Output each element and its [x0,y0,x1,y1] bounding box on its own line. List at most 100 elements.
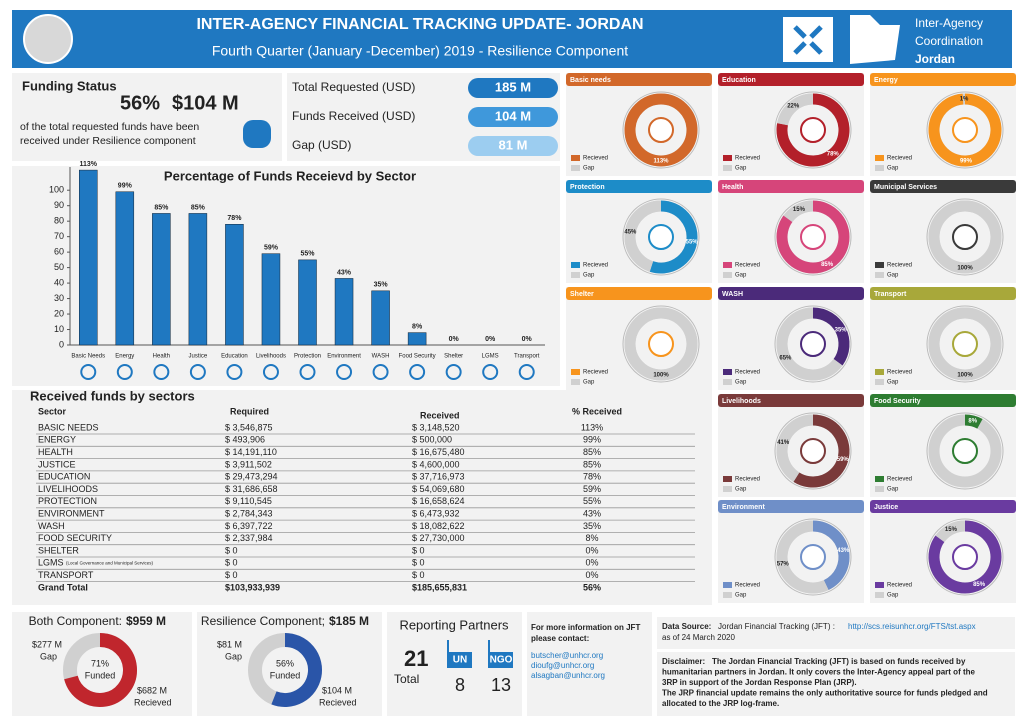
partners-total: 21 [404,646,428,671]
arrows-icon [793,25,823,55]
sector-icon [299,364,316,380]
table-cell: $ 54,069,680 [412,484,465,494]
sector-icon [800,544,826,570]
partner-name: NGO [490,655,513,666]
table-cell: $ 0 [225,570,238,580]
partners-title: Reporting Partners [399,617,509,632]
bar [334,278,354,346]
gap-label: 100% [957,373,973,379]
total-label: Gap (USD) [292,138,351,152]
received-amount: $104 M [322,685,352,695]
sector-icon [80,364,97,380]
x-tick-label: Shelter [444,354,463,360]
table-cell: 99% [583,435,601,445]
y-tick-label: 90 [54,200,64,210]
received-label: 113% [653,159,669,165]
sector-name: Health [722,184,743,191]
legend-swatch [875,476,884,482]
total-label: Funds Received (USD) [292,109,415,123]
source-date: as of 24 March 2020 [662,633,735,642]
sector-icon [153,364,170,380]
total-value: 185 M [495,79,531,94]
donut-outline [774,305,852,383]
y-tick-label: 20 [54,308,64,318]
sector-icon [482,364,499,380]
table-cell: $ 493,906 [225,435,265,445]
legend-label: Gap [735,273,747,279]
source-url: http://scs.reisunhcr.org/FTS/tst.aspx [848,622,976,631]
subtitle: Fourth Quarter (January -December) 2019 … [212,43,628,59]
gap-label: 57% [777,561,790,567]
received-label: 99% [960,159,973,165]
table-cell: $ 0 [412,558,425,568]
legend-label: Gap [735,593,747,599]
legend-swatch [571,155,580,161]
table-cell: $ 29,473,294 [225,472,278,482]
donut-outline [774,91,852,169]
panel [657,617,1015,649]
source-text: Jordan Financial Tracking (JFT) : [718,622,835,631]
table-cell: 85% [583,447,601,457]
bar [225,224,244,346]
sector-header [870,394,1016,407]
sector-icon [800,331,826,357]
sector-name: Transport [874,291,907,298]
sector-icon [648,224,674,250]
table-header: Required [230,406,269,416]
legend-label: Recieved [735,263,760,269]
table-cell: PROTECTION [38,496,97,506]
table-cell: WASH [38,521,65,531]
chart-title: Percentage of Funds Receievd by Sector [164,168,416,183]
sector-header [870,500,1016,513]
received-label: 59% [837,457,850,463]
table-cell: LGMS [38,558,64,568]
received-text: Recieved [134,697,172,707]
legend-label: Recieved [583,263,608,269]
funding-percent: 56% [120,92,160,114]
y-tick-label: 80 [54,216,64,226]
sector-icon [800,438,826,464]
email: dioufg@unhcr.org [531,661,594,670]
legend-label: Gap [735,166,747,172]
legend-label: Gap [887,380,899,386]
contact-intro: please contact: [531,634,589,643]
panel [657,652,1015,716]
gap-amount: $277 M [32,639,62,649]
legend-label: Gap [887,166,899,172]
table-cell: ENVIRONMENT [38,508,105,518]
gap-arc [624,200,662,272]
legend-swatch [571,272,580,278]
legend-swatch [875,272,884,278]
legend-label: Recieved [583,156,608,162]
y-tick-label: 40 [54,277,64,287]
received-arc [793,414,850,488]
gap-label: 22% [787,104,800,110]
legend-swatch [571,262,580,268]
sector-header [566,287,712,300]
donut-outline [926,198,1004,276]
sector-header [870,180,1016,193]
legend-label: Gap [583,166,595,172]
gap-label: 65% [779,356,792,362]
donut-outline [926,305,1004,383]
table-cell: 55% [583,496,601,506]
table-cell: 35% [583,521,601,531]
table-cell: $ 2,337,984 [225,533,273,543]
received-label: 78% [827,151,840,157]
funding-text: received under Resilience component [20,135,196,147]
y-tick-label: 10 [54,324,64,334]
sector-icon [409,364,426,380]
disclaimer-line: humanitarian partners in Jordan. It only… [662,668,976,677]
y-tick-label: 60 [54,247,64,257]
gap-arc [928,200,1002,274]
funding-text: of the total requested funds have been [20,121,199,133]
sector-icon [648,117,674,143]
contact-intro: For more information on JFT [531,623,640,632]
gap-arc [776,414,814,482]
sector-icon [952,224,978,250]
legend-swatch [723,262,732,268]
gap-arc [776,520,829,594]
table-cell: 59% [583,484,601,494]
component-total: $185 M [329,614,369,628]
panel [12,73,282,161]
